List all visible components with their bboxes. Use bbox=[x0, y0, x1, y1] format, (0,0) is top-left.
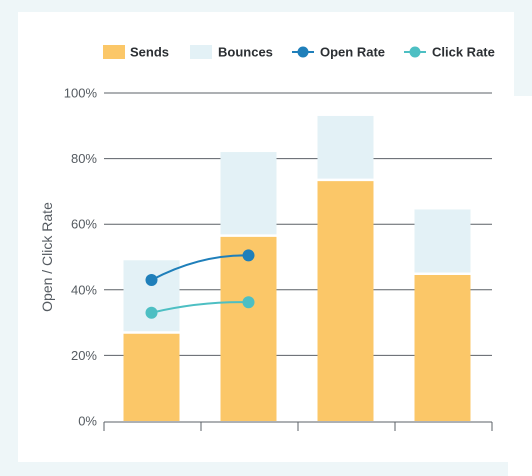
bar-sends bbox=[220, 235, 277, 421]
point-click-rate bbox=[145, 306, 158, 319]
y-axis-title: Open / Click Rate bbox=[39, 202, 55, 312]
legend-swatch-sends bbox=[103, 45, 125, 59]
bar-bounces bbox=[123, 260, 180, 333]
bars bbox=[123, 115, 471, 421]
point-open-rate bbox=[242, 249, 255, 262]
bar-bounces bbox=[220, 152, 277, 236]
legend-label-bounces: Bounces bbox=[218, 45, 273, 60]
bar-sends bbox=[123, 332, 180, 421]
point-open-rate bbox=[145, 273, 158, 286]
legend-label-sends: Sends bbox=[130, 45, 169, 60]
bar-bounces bbox=[414, 209, 471, 274]
y-tick-label: 40% bbox=[71, 282, 97, 297]
y-tick-label: 80% bbox=[71, 151, 97, 166]
legend: Sends Bounces Open Rate Click Rate bbox=[103, 45, 495, 60]
bar-sends bbox=[317, 179, 374, 421]
legend-swatch-bounces bbox=[190, 45, 212, 59]
line-open-rate bbox=[151, 254, 249, 281]
lines bbox=[145, 249, 255, 319]
y-tick-label: 20% bbox=[71, 348, 97, 363]
y-tick-label: 100% bbox=[64, 86, 98, 101]
line-click-rate bbox=[151, 301, 249, 314]
y-tick-label: 60% bbox=[71, 217, 97, 232]
legend-label-open-rate: Open Rate bbox=[320, 45, 385, 60]
bar-sends bbox=[414, 273, 471, 421]
y-axis-ticks: 0% 20% 40% 60% 80% 100% bbox=[64, 86, 98, 429]
x-axis bbox=[103, 421, 493, 431]
legend-marker-click-rate bbox=[409, 46, 421, 58]
y-tick-label: 0% bbox=[78, 414, 97, 429]
bar-bounces bbox=[317, 115, 374, 180]
legend-marker-open-rate bbox=[297, 46, 309, 58]
point-click-rate bbox=[242, 296, 255, 309]
legend-label-click-rate: Click Rate bbox=[432, 45, 495, 60]
